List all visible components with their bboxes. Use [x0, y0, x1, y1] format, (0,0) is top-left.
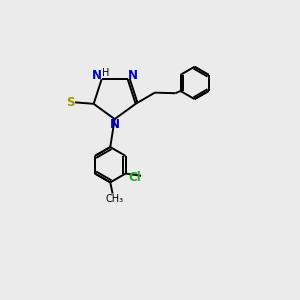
Text: Cl: Cl	[128, 171, 141, 184]
Text: S: S	[66, 96, 74, 109]
Text: H: H	[102, 68, 109, 78]
Text: N: N	[110, 118, 120, 131]
Text: N: N	[92, 69, 101, 82]
Text: CH₃: CH₃	[106, 194, 124, 204]
Text: N: N	[128, 69, 138, 82]
